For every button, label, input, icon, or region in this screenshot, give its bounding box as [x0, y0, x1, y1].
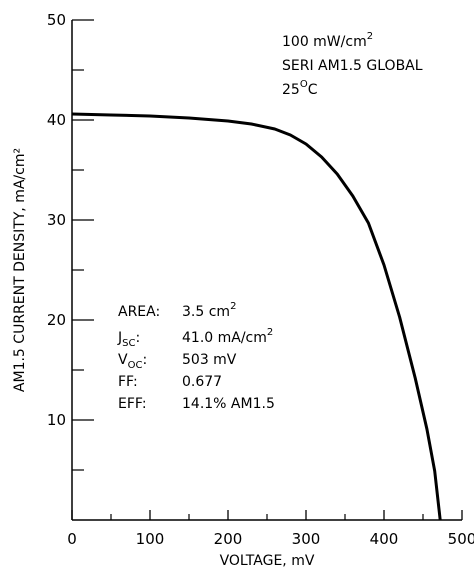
y-axis-title: AM1.5 CURRENT DENSITY, mA/cm²: [12, 148, 28, 392]
y-tick-label: 30: [47, 211, 66, 229]
eff-label: EFF:: [118, 396, 147, 412]
jsc-value: 41.0 mA/cm2: [182, 327, 273, 346]
temperature-annotation: 25OC: [282, 79, 318, 98]
x-tick-label: 400: [370, 530, 399, 548]
y-tick-label: 10: [47, 411, 66, 429]
ff-value: 0.677: [182, 374, 222, 390]
ticks: [71, 19, 463, 520]
ff-label: FF:: [118, 374, 138, 390]
spectrum-annotation: SERI AM1.5 GLOBAL: [282, 58, 423, 74]
parameters-block: AREA: 3.5 cm2 JSC: 41.0 mA/cm2 VOC: 503 …: [117, 301, 275, 412]
x-axis-title: VOLTAGE, mV: [220, 553, 315, 569]
x-tick-label: 100: [136, 530, 165, 548]
jsc-label: JSC:: [117, 330, 140, 349]
voc-label: VOC:: [118, 352, 147, 371]
y-tick-label: 20: [47, 311, 66, 329]
y-tick-label: 50: [47, 11, 66, 29]
irradiance-annotation: 100 mW/cm2: [282, 31, 373, 50]
x-tick-label: 0: [67, 530, 77, 548]
area-label: AREA:: [118, 304, 160, 320]
y-tick-label: 40: [47, 111, 66, 129]
x-tick-label: 500: [448, 530, 474, 548]
area-value: 3.5 cm2: [182, 301, 236, 320]
voc-value: 503 mV: [182, 352, 237, 368]
tick-labels: 0 100 200 300 400 500 10 20 30 40 50: [47, 11, 474, 548]
x-tick-label: 200: [214, 530, 243, 548]
iv-curve-line: [71, 112, 442, 521]
eff-value: 14.1% AM1.5: [182, 396, 275, 412]
x-tick-label: 300: [292, 530, 321, 548]
